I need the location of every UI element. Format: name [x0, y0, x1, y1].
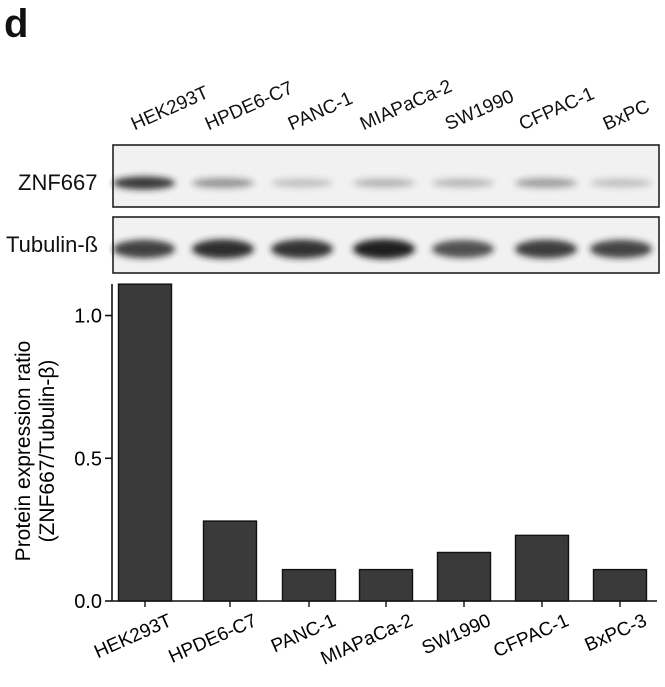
bar-panc-1 — [281, 568, 337, 602]
panel-label: d — [4, 2, 29, 46]
y-axis-label-unit: (ZNF667/Tubulin-β) — [36, 360, 59, 543]
blot-band — [432, 240, 494, 258]
blot-band — [590, 239, 652, 259]
blot-band — [515, 178, 577, 188]
blot-row-label-znf667: ZNF667 — [18, 170, 98, 195]
blot-band — [192, 239, 254, 259]
blot-band — [271, 239, 333, 259]
blot-band — [271, 178, 333, 188]
y-tick-label: 0.0 — [74, 591, 102, 613]
blot-panel-znf667 — [112, 144, 660, 208]
bar-hpde6-c7 — [202, 520, 258, 602]
y-axis-label: Protein expression ratio — [12, 341, 35, 562]
blot-band — [432, 178, 494, 188]
blot-band — [353, 239, 415, 259]
y-tick-label: 1.0 — [74, 306, 102, 328]
bar-hek293t — [117, 283, 173, 602]
bar-bxpc-3 — [592, 568, 648, 602]
x-tick-label: HEK293T — [91, 610, 175, 663]
blot-band — [353, 178, 415, 188]
blot-band — [515, 239, 577, 259]
blot-band — [113, 176, 175, 190]
x-tick-label: SW1990 — [419, 610, 494, 659]
x-tick-label: HPDE6-C7 — [166, 610, 260, 667]
bar-miapaca-2 — [358, 568, 414, 602]
x-tick-label: BxPC-3 — [582, 610, 650, 656]
bar-sw1990 — [436, 551, 492, 602]
blot-row-label-tubulin: Tubulin-ß — [6, 232, 99, 257]
blot-band — [192, 177, 254, 189]
bar-cfpac-1 — [514, 534, 570, 602]
blot-band — [590, 178, 652, 188]
x-tick-label: CFPAC-1 — [491, 610, 573, 662]
y-tick-label: 0.5 — [74, 448, 102, 470]
blot-band — [113, 239, 175, 259]
